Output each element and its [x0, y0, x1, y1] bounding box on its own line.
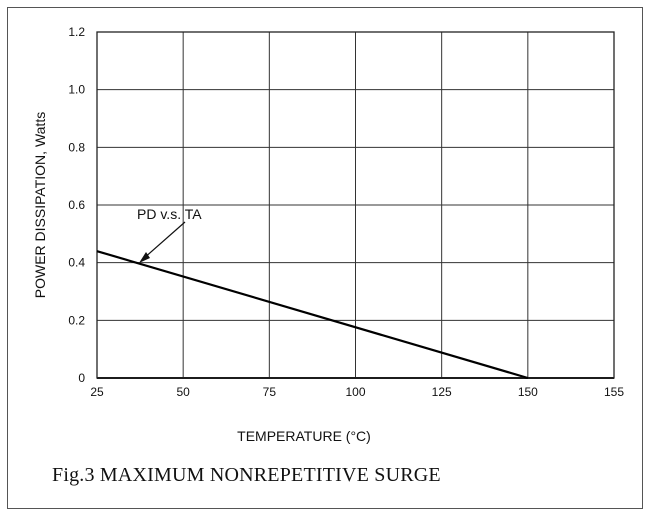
y-tick-label: 0.4: [68, 256, 85, 270]
figure-caption: Fig.3 MAXIMUM NONREPETITIVE SURGE: [52, 464, 441, 486]
series-annotation: PD v.s. TA: [137, 206, 202, 222]
x-tick-label: 100: [345, 385, 365, 399]
y-tick-label: 0: [78, 371, 85, 385]
x-axis-label: TEMPERATURE (°C): [237, 428, 371, 444]
plot-border: [96, 31, 615, 379]
x-tick-label: 25: [90, 385, 104, 399]
tick-labels: 25 50 75 100 125 150 155 0 0.2 0.4 0.6 0.8 1.0 1.2: [68, 25, 624, 399]
y-axis-label: POWER DISSIPATION, Watts: [32, 112, 48, 298]
y-tick-label: 1.0: [68, 83, 85, 97]
annotation-arrow-shaft: [142, 221, 186, 260]
y-tick-label: 0.6: [68, 198, 85, 212]
series-line: [96, 250, 529, 380]
x-tick-label: 125: [432, 385, 452, 399]
figure-frame: [7, 7, 643, 509]
x-tick-label: 155: [604, 385, 624, 399]
series-lines: [96, 250, 529, 380]
y-tick-label: 0.2: [68, 313, 85, 327]
x-tick-label: 75: [263, 385, 277, 399]
x-tick-label: 50: [176, 385, 190, 399]
annotation-arrow-head: [139, 252, 150, 263]
x-tick-label: 150: [518, 385, 538, 399]
y-tick-label: 0.8: [68, 140, 85, 154]
y-tick-label: 1.2: [68, 25, 85, 39]
grid-lines: [97, 32, 614, 379]
